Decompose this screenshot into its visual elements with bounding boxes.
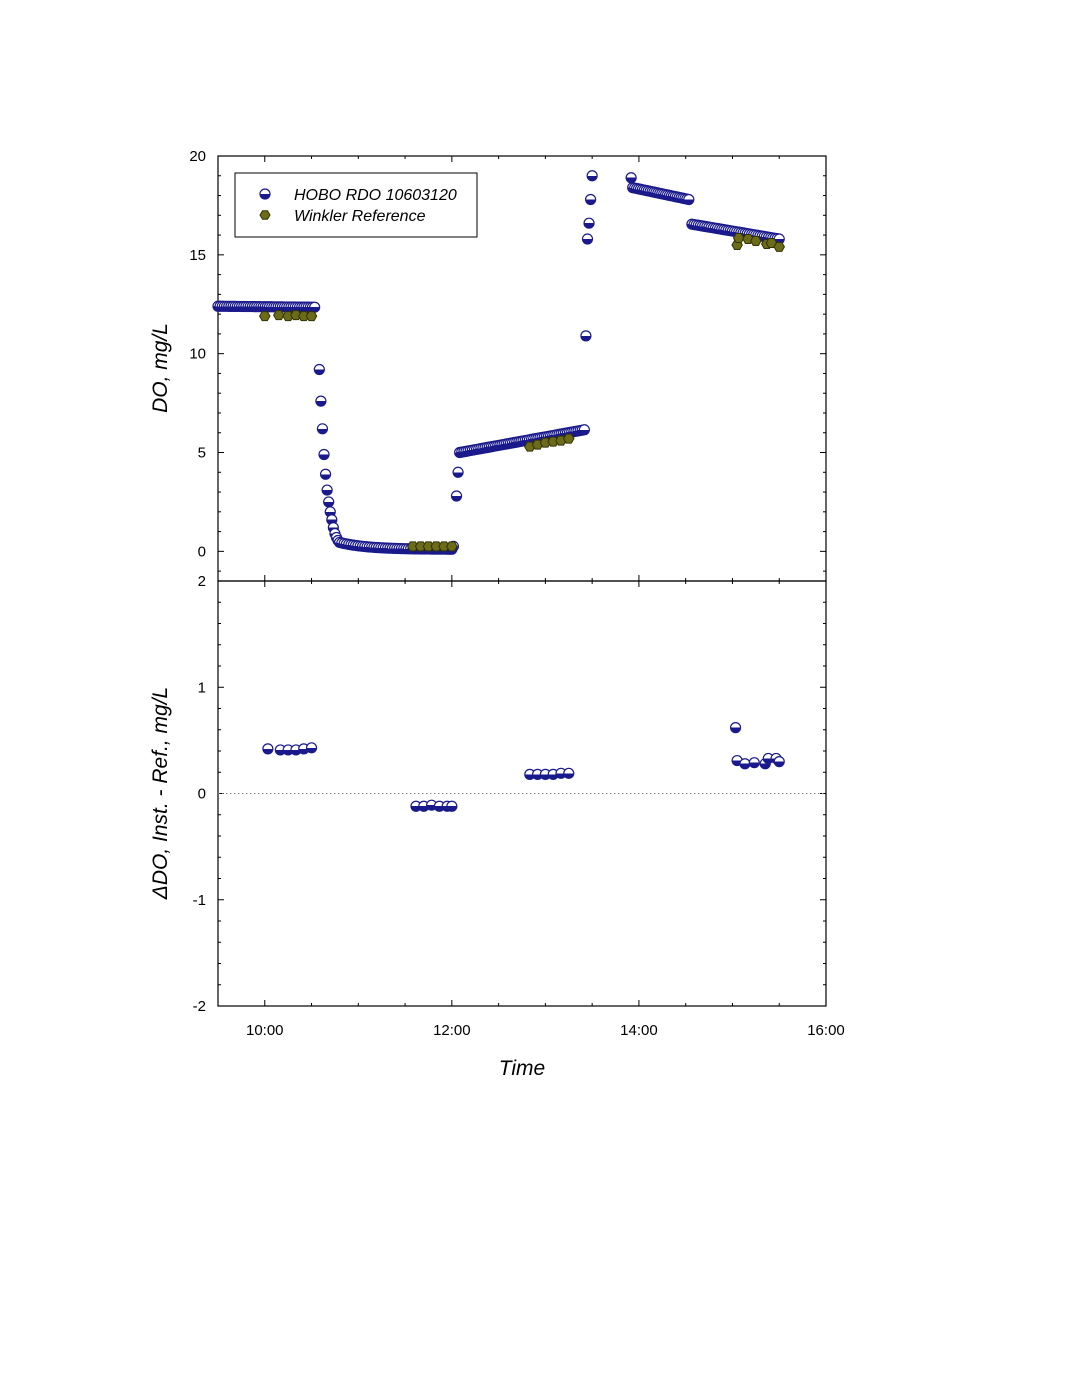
x-tick-label: 10:00 xyxy=(246,1022,284,1039)
hobo-point xyxy=(584,193,597,206)
winkler-point xyxy=(297,311,310,322)
delta-point xyxy=(748,757,760,769)
winkler-point xyxy=(414,541,427,552)
hobo-point xyxy=(309,301,321,313)
hobo-point xyxy=(578,424,590,436)
hobo-point xyxy=(580,330,592,342)
winkler-point xyxy=(273,310,285,321)
tick-labels: 0 5 10 15 20 -2 -1 0 1 2 10:00 12:00 14:00 16:00 xyxy=(189,148,844,1039)
delta-point xyxy=(563,767,575,779)
winkler-point xyxy=(562,433,575,444)
hobo-point xyxy=(683,193,695,206)
winkler-point xyxy=(773,241,786,252)
winkler-point xyxy=(446,541,458,552)
winkler-point xyxy=(539,437,552,448)
legend-box xyxy=(234,172,478,238)
top-panel-points xyxy=(212,170,786,555)
hobo-point xyxy=(625,172,637,184)
bottom-y-axis-title: ΔDO, Inst. - Ref., mg/L xyxy=(149,687,172,900)
legend-entry-winkler: Winkler Reference xyxy=(294,208,426,225)
hobo-point xyxy=(452,466,464,478)
top-y-tick-label: 15 xyxy=(189,247,206,264)
hobo-point xyxy=(586,170,598,182)
bottom-y-tick-label: -2 xyxy=(193,998,206,1015)
x-tick-label: 12:00 xyxy=(433,1022,471,1039)
winkler-point xyxy=(258,311,271,322)
bottom-panel-points xyxy=(262,722,785,812)
hobo-point xyxy=(315,395,327,407)
delta-point xyxy=(446,800,458,812)
x-tick-label: 16:00 xyxy=(807,1022,845,1039)
bottom-y-tick-label: 2 xyxy=(198,573,206,590)
winkler-point xyxy=(407,541,419,552)
axis-ticks xyxy=(217,155,827,1007)
top-y-tick-label: 20 xyxy=(189,148,206,165)
hobo-point xyxy=(583,217,595,229)
legend-marker-winkler xyxy=(259,210,271,220)
hobo-point xyxy=(581,233,594,245)
top-y-tick-label: 0 xyxy=(198,543,206,560)
hobo-point xyxy=(316,423,329,435)
hobo-point xyxy=(313,363,325,376)
legend-entry-hobo: HOBO RDO 10603120 xyxy=(294,187,457,204)
winkler-point xyxy=(732,233,745,244)
hobo-point xyxy=(318,448,330,461)
winkler-point xyxy=(290,310,302,321)
top-y-axis-title: DO, mg/L xyxy=(149,323,172,413)
bottom-y-tick-label: -1 xyxy=(193,892,206,909)
winkler-point xyxy=(305,311,318,322)
bottom-y-tick-label: 1 xyxy=(198,679,206,696)
legend-marker-hobo xyxy=(259,188,271,200)
delta-point xyxy=(729,722,742,734)
winkler-point xyxy=(750,236,762,246)
delta-point xyxy=(739,758,751,770)
x-tick-label: 14:00 xyxy=(620,1022,658,1039)
hobo-point xyxy=(323,496,335,508)
top-y-tick-label: 10 xyxy=(189,346,206,363)
legend: HOBO RDO 10603120 Winkler Reference xyxy=(234,172,478,238)
bottom-y-tick-label: 0 xyxy=(198,786,206,803)
winkler-point xyxy=(422,541,435,552)
winkler-point xyxy=(547,436,559,447)
hobo-point xyxy=(321,484,333,496)
hobo-point xyxy=(319,468,332,480)
delta-point xyxy=(262,743,274,755)
x-axis-title: Time xyxy=(499,1057,545,1080)
hobo-point xyxy=(450,490,463,502)
top-y-tick-label: 5 xyxy=(198,445,206,462)
winkler-point xyxy=(430,541,443,552)
delta-point xyxy=(773,756,785,768)
delta-point xyxy=(305,742,318,754)
winkler-point xyxy=(438,541,450,552)
winkler-point xyxy=(282,311,294,322)
